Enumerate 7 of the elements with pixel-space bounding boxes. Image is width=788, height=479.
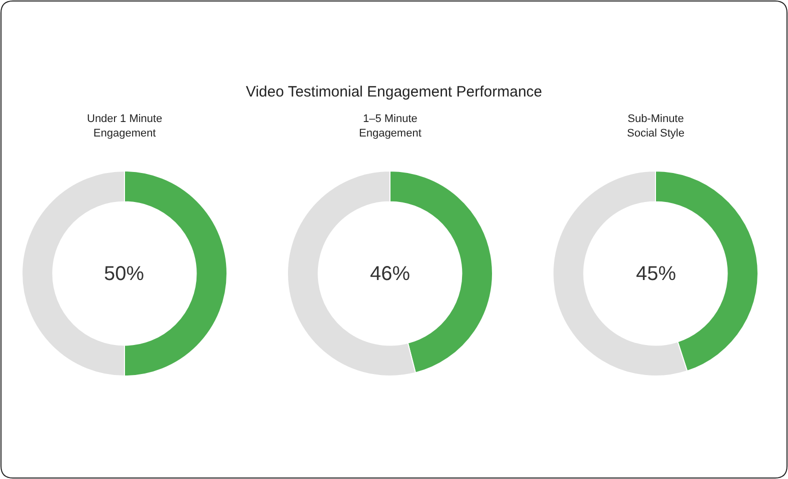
text: 45%: [636, 263, 676, 285]
chart-title: Under 1 Minute Engagement: [87, 113, 162, 140]
text: Video Testimonial Engagement Performance: [246, 83, 542, 100]
chart-title: 1–5 Minute Engagement: [359, 113, 422, 140]
text: 50%: [104, 263, 144, 285]
text: 46%: [370, 263, 410, 285]
chart-title: Sub-Minute Social Style: [627, 113, 684, 140]
